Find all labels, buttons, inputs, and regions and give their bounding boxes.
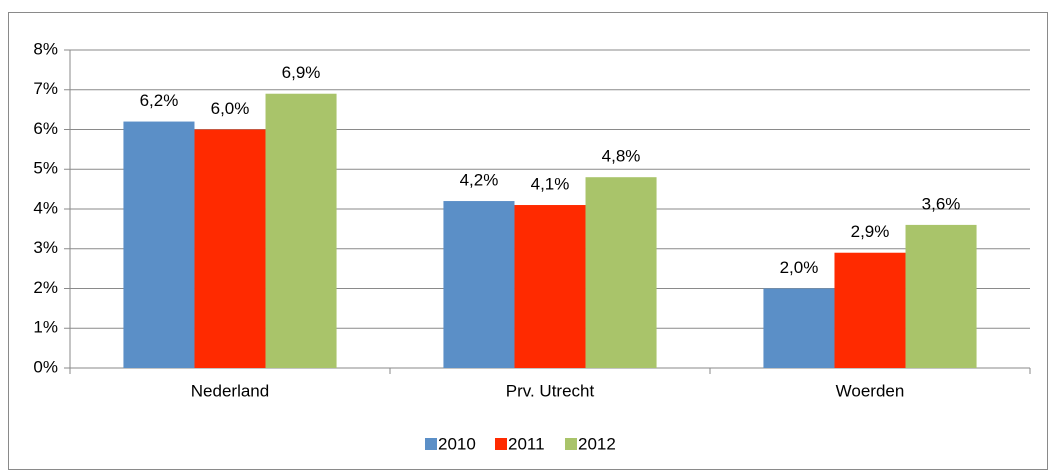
- x-tick-label: Woerden: [836, 381, 905, 400]
- value-label: 4,8%: [602, 147, 641, 166]
- legend-label: 2012: [578, 434, 616, 453]
- y-tick-label: 8%: [33, 39, 58, 58]
- value-label: 6,9%: [282, 63, 321, 82]
- x-tick-label: Prv. Utrecht: [506, 381, 595, 400]
- value-label: 3,6%: [922, 194, 961, 213]
- bar: [585, 177, 657, 368]
- y-tick-label: 3%: [33, 238, 58, 257]
- value-label: 2,9%: [851, 222, 890, 241]
- legend-swatch: [495, 438, 507, 450]
- bar: [443, 201, 515, 368]
- value-label: 4,1%: [531, 175, 570, 194]
- y-tick-label: 2%: [33, 278, 58, 297]
- value-label: 4,2%: [460, 171, 499, 190]
- bar: [834, 252, 906, 368]
- legend-swatch: [565, 438, 577, 450]
- value-label: 2,0%: [780, 258, 819, 277]
- y-tick-label: 0%: [33, 357, 58, 376]
- y-tick-label: 7%: [33, 79, 58, 98]
- bar: [763, 288, 835, 368]
- bar: [194, 129, 266, 368]
- y-tick-label: 5%: [33, 159, 58, 178]
- x-tick-label: Nederland: [191, 381, 269, 400]
- bar: [514, 205, 586, 368]
- bar: [265, 93, 337, 368]
- bar: [123, 121, 195, 368]
- bar: [905, 224, 977, 368]
- legend-label: 2011: [508, 434, 545, 453]
- value-label: 6,0%: [211, 99, 250, 118]
- y-tick-label: 4%: [33, 198, 58, 217]
- y-tick-label: 1%: [33, 318, 58, 337]
- legend-label: 2010: [438, 434, 476, 453]
- legend-swatch: [425, 438, 437, 450]
- value-label: 6,2%: [140, 91, 179, 110]
- y-tick-label: 6%: [33, 119, 58, 138]
